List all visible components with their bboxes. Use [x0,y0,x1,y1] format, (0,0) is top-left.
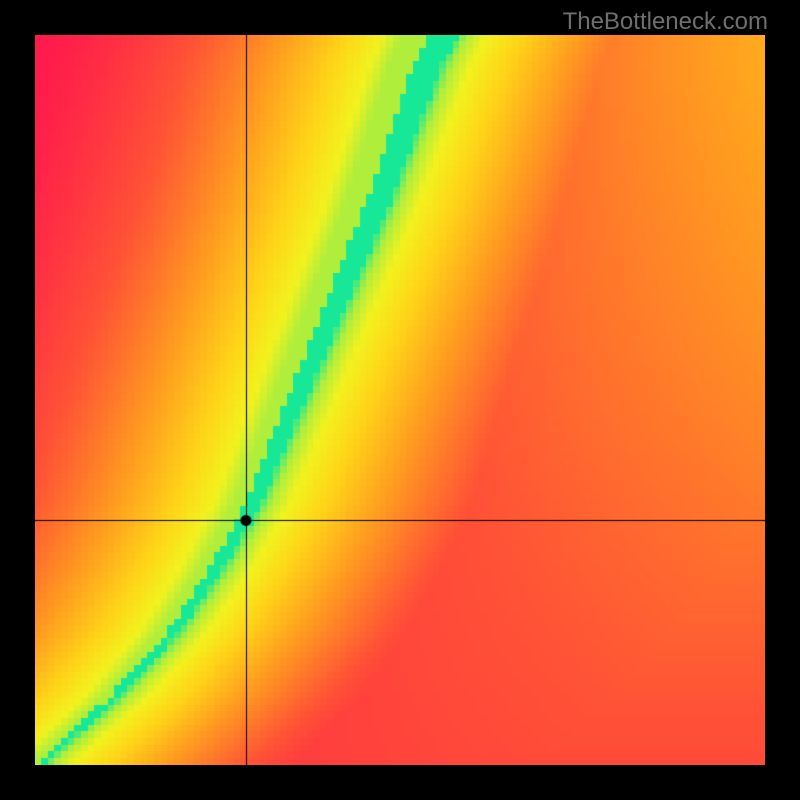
watermark-text: TheBottleneck.com [563,8,768,36]
chart-container: TheBottleneck.com [0,0,800,800]
bottleneck-heatmap [35,35,765,765]
